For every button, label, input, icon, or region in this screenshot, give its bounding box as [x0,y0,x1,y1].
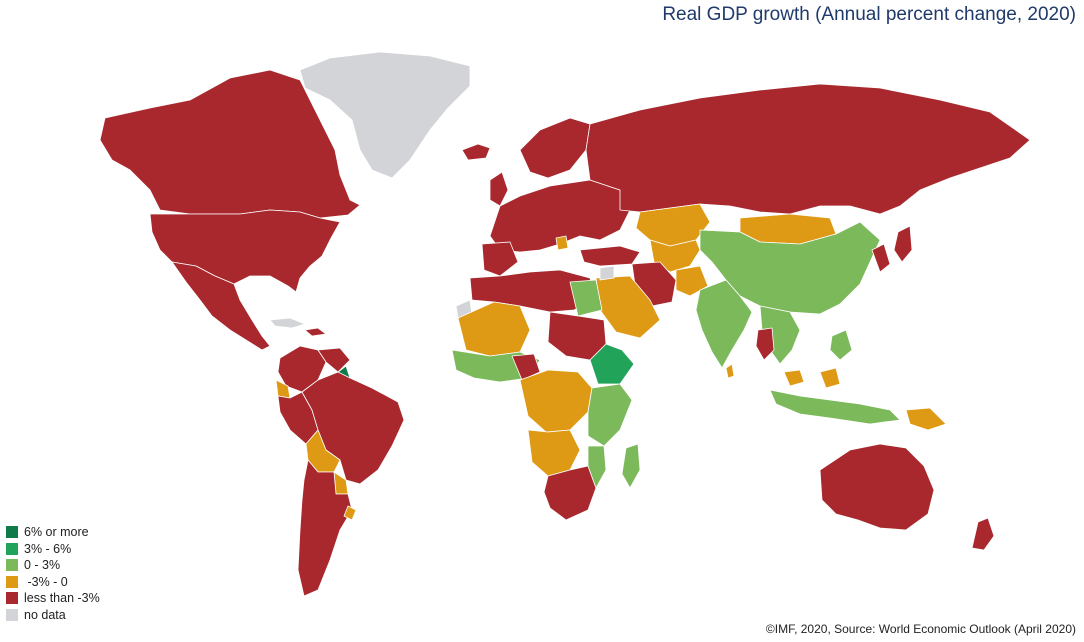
region-arabia [595,275,661,339]
region-uk [489,171,509,207]
region-madagascar [621,443,641,489]
legend: 6% or more 3% - 6% 0 - 3% -3% - 0 less t… [6,524,100,623]
region-venezuela [317,347,351,373]
legend-item: 3% - 6% [6,541,100,558]
legend-item: 0 - 3% [6,557,100,574]
region-iceland [461,143,491,161]
legend-swatch [6,592,18,605]
region-serbia [555,235,569,251]
region-sahel [457,301,531,357]
region-caribbean [304,327,327,337]
region-east-africa [587,383,633,447]
region-sri-lanka [725,363,735,379]
region-cuba [269,317,306,329]
legend-swatch [6,575,18,588]
region-angola-region [527,429,581,477]
region-syria [599,265,615,281]
legend-item: -3% - 0 [6,574,100,591]
world-map [99,51,1031,597]
region-egypt [569,279,603,317]
region-canada [99,69,361,219]
region-southern-africa [543,465,597,521]
region-mexico [171,261,271,351]
region-scandinavia [519,117,591,179]
legend-label: less than -3% [24,591,100,606]
region-mozambique [587,445,607,489]
legend-label: no data [24,607,66,622]
map-title: Real GDP growth (Annual percent change, … [662,4,1076,25]
region-png [905,407,947,431]
region-turkey [579,245,641,267]
region-iberia [481,241,519,277]
region-malaysia [783,367,841,389]
legend-swatch [6,608,18,621]
legend-label: 0 - 3% [24,558,61,573]
region-new-zealand [971,517,995,551]
legend-item: less than -3% [6,590,100,607]
region-russia [585,83,1031,215]
legend-swatch [6,559,18,572]
region-afghanistan [675,265,709,297]
legend-swatch [6,526,18,539]
region-australia [819,443,935,531]
region-argentina [297,459,353,597]
legend-label: 6% or more [24,525,89,540]
region-uruguay [343,505,357,521]
source-credit: ©IMF, 2020, Source: World Economic Outlo… [765,622,1076,636]
legend-item: 6% or more [6,524,100,541]
legend-item: no data [6,607,100,624]
region-nigeria [511,353,541,381]
legend-label: 3% - 6% [24,541,72,556]
legend-swatch [6,542,18,555]
region-thailand [755,327,775,361]
region-india [695,279,753,369]
region-indonesia [769,389,901,425]
legend-label: -3% - 0 [24,574,68,589]
region-united-states [149,209,341,293]
region-brazil [301,371,405,485]
region-ethiopia [589,343,635,385]
region-china [699,221,881,315]
region-philippines [829,329,853,361]
region-korea-japan [871,225,913,273]
region-greenland [299,51,471,179]
region-central-africa [519,369,593,433]
